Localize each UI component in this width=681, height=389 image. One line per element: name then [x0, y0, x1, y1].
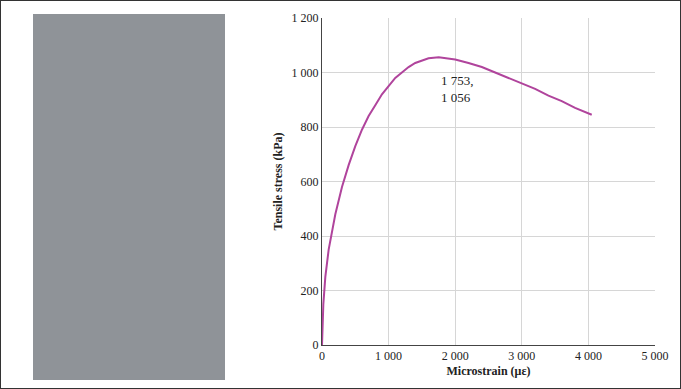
svg-text:2 000: 2 000 — [442, 349, 469, 363]
svg-text:0: 0 — [319, 349, 325, 363]
svg-text:0: 0 — [313, 338, 319, 352]
svg-text:5 000: 5 000 — [642, 349, 669, 363]
svg-text:4 000: 4 000 — [575, 349, 602, 363]
svg-text:600: 600 — [301, 175, 319, 189]
svg-text:200: 200 — [301, 284, 319, 298]
svg-text:400: 400 — [301, 229, 319, 243]
svg-text:1 753,1 056: 1 753,1 056 — [441, 73, 474, 105]
svg-text:1 000: 1 000 — [292, 66, 319, 80]
svg-text:800: 800 — [301, 120, 319, 134]
svg-text:1 200: 1 200 — [292, 11, 319, 25]
svg-text:Tensile stress (kPa): Tensile stress (kPa) — [271, 132, 285, 230]
svg-text:Microstrain (με): Microstrain (με) — [446, 364, 530, 378]
svg-text:1 000: 1 000 — [375, 349, 402, 363]
svg-text:3 000: 3 000 — [508, 349, 535, 363]
